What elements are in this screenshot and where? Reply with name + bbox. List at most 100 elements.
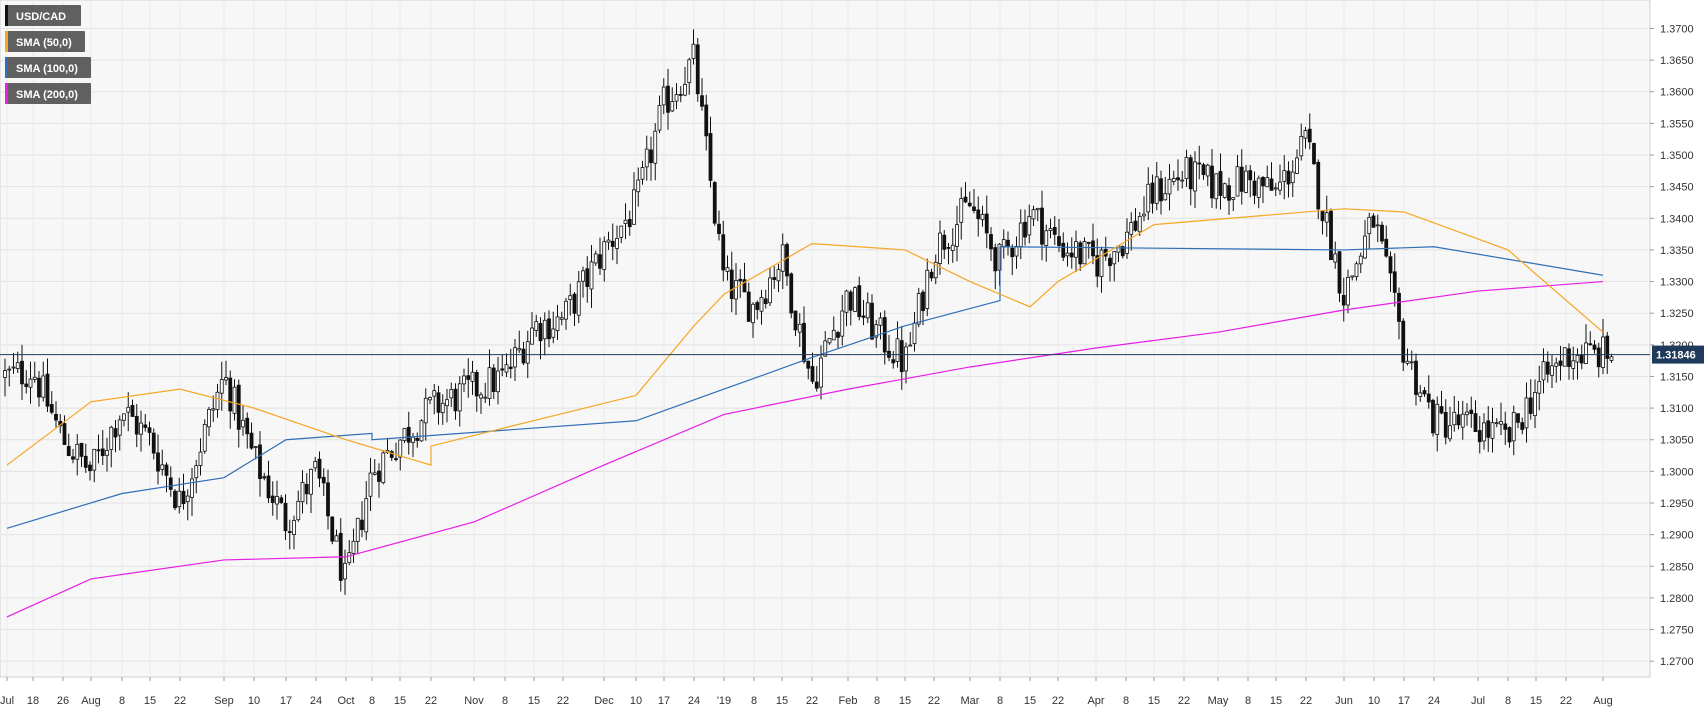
legend-item xyxy=(5,5,81,26)
candle-body xyxy=(160,464,165,470)
candle-body xyxy=(258,444,262,480)
candle-body xyxy=(1142,213,1146,217)
candle-body xyxy=(1477,430,1482,443)
candle-body xyxy=(130,405,135,417)
candle-body xyxy=(1465,411,1469,416)
candle-body xyxy=(674,94,679,102)
sma50-line xyxy=(6,208,1604,466)
candle-body xyxy=(177,490,182,508)
x-tick-label: 15 xyxy=(776,695,788,707)
y-tick-label: 1.3600 xyxy=(1660,87,1694,99)
candle-body xyxy=(1418,392,1423,397)
candle-body xyxy=(1303,130,1308,139)
candle-body xyxy=(304,483,309,495)
candle-body xyxy=(1431,399,1435,434)
candle-body xyxy=(377,470,381,482)
candle-body xyxy=(874,324,879,338)
candle-body xyxy=(1299,136,1304,157)
candle-body xyxy=(194,465,199,479)
candle-body xyxy=(1278,181,1282,191)
x-tick-label: 22 xyxy=(928,695,940,707)
legend-label: SMA (100,0) xyxy=(16,63,78,75)
candle-body xyxy=(1469,409,1474,414)
x-tick-label: Jul xyxy=(1471,695,1485,707)
y-tick-label: 1.2900 xyxy=(1660,530,1694,542)
candle-body xyxy=(755,302,760,310)
candle-body xyxy=(1537,381,1542,394)
candle-body xyxy=(1235,166,1240,197)
candle-body xyxy=(657,105,662,131)
candle-body xyxy=(1006,239,1010,247)
candle-body xyxy=(1571,360,1576,369)
candle-body xyxy=(848,291,853,311)
y-tick-label: 1.2850 xyxy=(1660,561,1694,573)
x-tick-label: Jun xyxy=(1335,695,1353,707)
candle-body xyxy=(100,448,105,457)
candle-body xyxy=(1511,412,1516,442)
candle-body xyxy=(49,404,54,413)
candle-body xyxy=(1541,361,1546,381)
candle-body xyxy=(513,347,517,368)
candle-body xyxy=(1133,220,1138,231)
candle-body xyxy=(551,328,556,338)
x-tick-label: 24 xyxy=(1428,695,1440,707)
x-tick-label: 17 xyxy=(1398,695,1410,707)
last-price-label: 1.31846 xyxy=(1656,350,1696,362)
x-tick-label: 24 xyxy=(688,695,700,707)
x-tick-label: 8 xyxy=(1123,695,1129,707)
y-tick-label: 1.2950 xyxy=(1660,498,1694,510)
candle-body xyxy=(1316,161,1321,210)
y-tick-label: 1.3300 xyxy=(1660,277,1694,289)
candle-body xyxy=(1426,393,1431,403)
candle-body xyxy=(436,392,441,413)
candle-body xyxy=(1341,294,1346,306)
candle-body xyxy=(1137,216,1142,233)
candle-body xyxy=(360,519,364,531)
candle-body xyxy=(1197,162,1202,165)
candle-body xyxy=(224,377,228,381)
candle-body xyxy=(389,451,394,458)
x-tick-label: Aug xyxy=(1593,695,1613,707)
x-tick-label: 8 xyxy=(369,695,375,707)
candle-body xyxy=(211,408,216,411)
candle-body xyxy=(615,238,619,249)
candle-body xyxy=(432,390,437,397)
candle-body xyxy=(538,323,543,342)
candle-body xyxy=(147,427,152,433)
candle-body xyxy=(572,293,577,314)
candle-body xyxy=(1460,413,1465,428)
candle-body xyxy=(1307,128,1312,143)
candle-body xyxy=(270,495,275,503)
x-tick-label: 8 xyxy=(874,695,880,707)
candle-body xyxy=(1193,161,1197,192)
candle-body xyxy=(955,224,959,247)
candle-body xyxy=(41,375,46,398)
candle-body xyxy=(636,179,641,193)
x-tick-label: '19 xyxy=(717,695,731,707)
candle-body xyxy=(317,458,322,479)
candle-body xyxy=(1384,238,1389,257)
candle-body xyxy=(1048,228,1053,231)
candle-body xyxy=(916,293,921,325)
candle-body xyxy=(326,482,330,517)
candle-body xyxy=(959,198,964,223)
candle-body xyxy=(666,85,670,113)
candle-body xyxy=(814,381,819,389)
candle-body xyxy=(1108,257,1112,267)
x-tick-label: 15 xyxy=(144,695,156,707)
x-tick-label: 15 xyxy=(899,695,911,707)
candle-body xyxy=(1035,207,1040,211)
x-tick-label: Mar xyxy=(961,695,980,707)
candle-body xyxy=(1295,157,1299,174)
candle-body xyxy=(1146,183,1151,213)
legend-swatch xyxy=(5,31,8,52)
candle-body xyxy=(1069,252,1074,258)
candle-body xyxy=(1239,166,1244,192)
candle-body xyxy=(313,460,318,469)
candle-body xyxy=(776,269,781,282)
y-tick-label: 1.3450 xyxy=(1660,182,1694,194)
candle-body xyxy=(1346,276,1350,306)
candle-body xyxy=(3,370,7,378)
candle-body xyxy=(1554,362,1559,367)
candle-body xyxy=(1358,255,1363,265)
